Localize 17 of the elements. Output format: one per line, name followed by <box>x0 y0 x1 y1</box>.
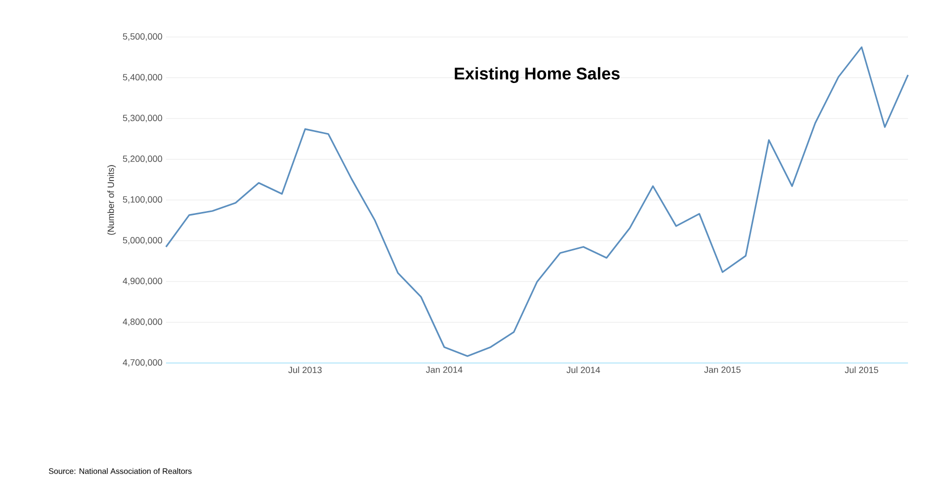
y-tick-label: 5,300,000 <box>122 114 162 122</box>
y-tick-label: 5,100,000 <box>122 196 162 204</box>
x-tick-label: Jul 2013 <box>288 366 322 374</box>
y-tick-label: 4,900,000 <box>122 278 162 286</box>
line-series <box>165 46 909 357</box>
x-tick-label: Jan 2015 <box>704 366 741 373</box>
y-axis-title: (Number of Units) <box>107 165 116 235</box>
text: Existing Home Sales <box>454 67 620 84</box>
y-tick-label: 5,400,000 <box>122 74 162 82</box>
y-tick-label: 4,800,000 <box>122 318 162 326</box>
x-tick-label: Jul 2014 <box>566 366 600 374</box>
y-tick-label: 5,500,000 <box>122 33 162 41</box>
x-tick-label: Jan 2014 <box>426 366 462 373</box>
y-tick-label: 5,200,000 <box>122 156 162 163</box>
x-tick-label: Jul 2015 <box>844 366 878 374</box>
y-tick-label: 4,700,000 <box>122 359 162 367</box>
y-tick-label: 5,000,000 <box>122 237 162 244</box>
